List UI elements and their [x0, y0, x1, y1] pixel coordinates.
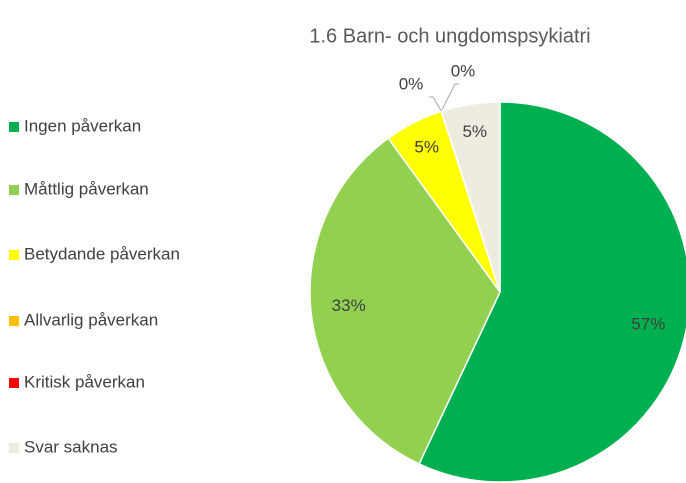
data-label: 5%: [462, 122, 487, 141]
pie-slice: [309, 137, 501, 465]
data-label: 57%: [631, 315, 665, 334]
data-label: 0%: [451, 61, 476, 80]
legend-swatch: [9, 443, 19, 453]
legend-label: Måttlig påverkan: [24, 179, 149, 198]
legend-label: Ingen påverkan: [24, 116, 141, 135]
legend-label: Kritisk påverkan: [24, 372, 145, 391]
legend-swatch: [9, 378, 19, 388]
data-label: 0%: [399, 74, 424, 93]
pie-slice: [418, 101, 686, 483]
legend-swatch: [9, 185, 19, 195]
leader-line: [429, 96, 442, 112]
legend-swatch: [9, 316, 19, 326]
pie-slice: [440, 101, 501, 293]
legend-label: Allvarlig påverkan: [24, 310, 158, 329]
legend-swatch: [9, 250, 19, 260]
chart-title: 1.6 Barn- och ungdomspsykiatri: [309, 25, 590, 47]
legend-swatch: [9, 122, 19, 132]
legend-label: Betydande påverkan: [24, 244, 180, 263]
data-label: 5%: [414, 138, 439, 157]
leader-line: [440, 83, 459, 112]
legend-label: Svar saknas: [24, 437, 118, 456]
data-label: 33%: [332, 296, 366, 315]
